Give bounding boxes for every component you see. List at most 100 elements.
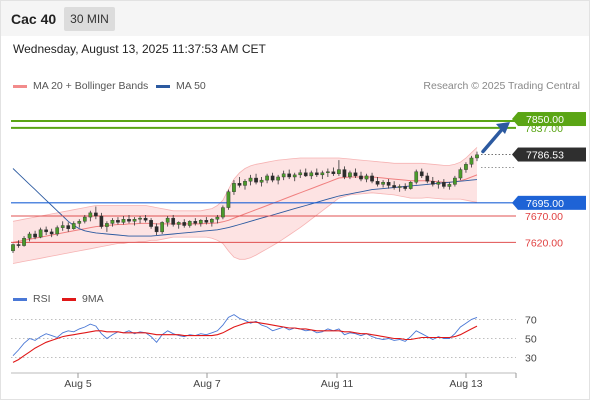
candle-body-74	[419, 171, 424, 177]
candle-body-69	[392, 185, 396, 188]
chart-datetime: Wednesday, August 13, 2025 11:37:53 AM C…	[13, 42, 266, 56]
candle-body-22	[132, 218, 137, 222]
bollinger-upper-line	[12, 147, 478, 222]
candle-body-82	[464, 164, 468, 170]
candle-body-66	[375, 180, 380, 185]
candle-body-6	[44, 229, 48, 233]
candle-body-29	[171, 217, 176, 225]
candle-body-2	[22, 237, 26, 246]
candle-body-43	[248, 177, 253, 182]
legend-bollinger-swatch	[13, 84, 27, 88]
candle-body-45	[259, 179, 264, 183]
bollinger-lower-line	[12, 192, 478, 264]
candle-body-25	[149, 220, 153, 227]
candle-body-61	[348, 172, 352, 178]
candle-body-50	[287, 173, 292, 178]
level-label-4: 7620.00	[525, 237, 563, 249]
candle-body-32	[187, 221, 192, 226]
candle-body-49	[281, 173, 286, 178]
candle-body-72	[408, 182, 413, 189]
x-tick-label-2: Aug 11	[321, 378, 354, 390]
candle-body-81	[458, 169, 463, 179]
candle-body-76	[430, 180, 435, 185]
rsi-tick-label-1: 50	[525, 334, 537, 346]
candle-body-56	[320, 172, 325, 176]
candle-body-39	[226, 191, 231, 208]
legend-rsi-ma-label: 9MA	[82, 293, 104, 305]
candle-body-51	[292, 174, 297, 178]
candle-body-10	[66, 225, 71, 229]
candle-body-5	[38, 229, 43, 238]
candle-body-77	[436, 182, 441, 185]
level-tag-pointer-2	[512, 195, 518, 210]
target-tag-label: 7850.00	[526, 114, 564, 126]
level-label-2: 7695.00	[526, 198, 564, 210]
candle-body-14	[88, 212, 93, 218]
candle-body-24	[143, 217, 148, 221]
candle-body-68	[386, 182, 391, 186]
candle-body-23	[138, 217, 142, 220]
candle-body-27	[160, 222, 164, 233]
candle-body-63	[359, 175, 363, 180]
candle-body-11	[71, 223, 76, 229]
candle-body-62	[353, 172, 358, 177]
candle-body-73	[414, 171, 419, 183]
candle-body-58	[331, 171, 336, 175]
candle-body-79	[447, 184, 452, 187]
current-price-tag	[518, 147, 586, 162]
legend-ma50-label: MA 50	[176, 80, 206, 92]
candle-body-34	[198, 220, 203, 224]
legend-rsi-label: RSI	[33, 293, 51, 305]
credit-text: Research © 2025 Trading Central	[423, 80, 580, 92]
candle-body-20	[121, 218, 126, 223]
timeframe-button[interactable]: 30 MIN	[64, 7, 115, 31]
candle-body-8	[55, 227, 60, 235]
candle-body-53	[303, 172, 308, 177]
rsi-ma-line	[12, 321, 478, 363]
candle-body-64	[364, 175, 369, 180]
candle-body-3	[27, 233, 32, 239]
candle-body-83	[469, 157, 474, 165]
candle-body-54	[309, 172, 314, 177]
legend-rsi-ma-swatch	[62, 297, 76, 301]
target-tag	[518, 112, 586, 127]
x-tick-label-1: Aug 7	[193, 378, 221, 390]
candle-body-28	[165, 217, 170, 223]
target-tag-pointer	[512, 112, 518, 127]
candle-body-60	[342, 169, 347, 178]
projection-arrow-head	[496, 122, 510, 135]
current-price-label: 7786.53	[526, 150, 564, 162]
candle-body-26	[154, 226, 159, 233]
candle-body-65	[370, 175, 374, 182]
candle-body-1	[16, 244, 21, 246]
candle-body-78	[442, 182, 446, 187]
projection-arrow-shaft	[481, 125, 506, 154]
candle-body-42	[243, 180, 247, 186]
rsi-line	[12, 314, 478, 357]
bollinger-band-fill	[13, 147, 477, 264]
legend-ma50: MA 50	[156, 80, 206, 92]
candle-body-37	[215, 216, 220, 220]
candle-body-9	[60, 225, 65, 228]
candle-body-47	[270, 175, 275, 181]
candle-body-46	[265, 175, 269, 181]
candle-body-35	[204, 220, 209, 223]
top-bar: Cac 40 30 MIN	[0, 0, 590, 36]
candle-body-67	[381, 182, 385, 185]
rsi-tick-label-2: 30	[525, 353, 537, 365]
candle-body-7	[49, 231, 54, 235]
candle-body-52	[298, 172, 303, 176]
candle-body-13	[82, 216, 87, 222]
candle-body-70	[397, 186, 402, 188]
candle-body-17	[105, 223, 109, 227]
current-price-tag-pointer	[512, 147, 518, 162]
candle-body-16	[99, 215, 104, 227]
candle-body-48	[276, 176, 280, 181]
candle-body-38	[221, 207, 225, 218]
legend-bollinger-label: MA 20 + Bollinger Bands	[33, 80, 149, 92]
level-tag-2	[518, 195, 586, 210]
candle-body-80	[453, 177, 457, 185]
candle-body-44	[254, 177, 258, 183]
ma20-line	[12, 174, 478, 243]
